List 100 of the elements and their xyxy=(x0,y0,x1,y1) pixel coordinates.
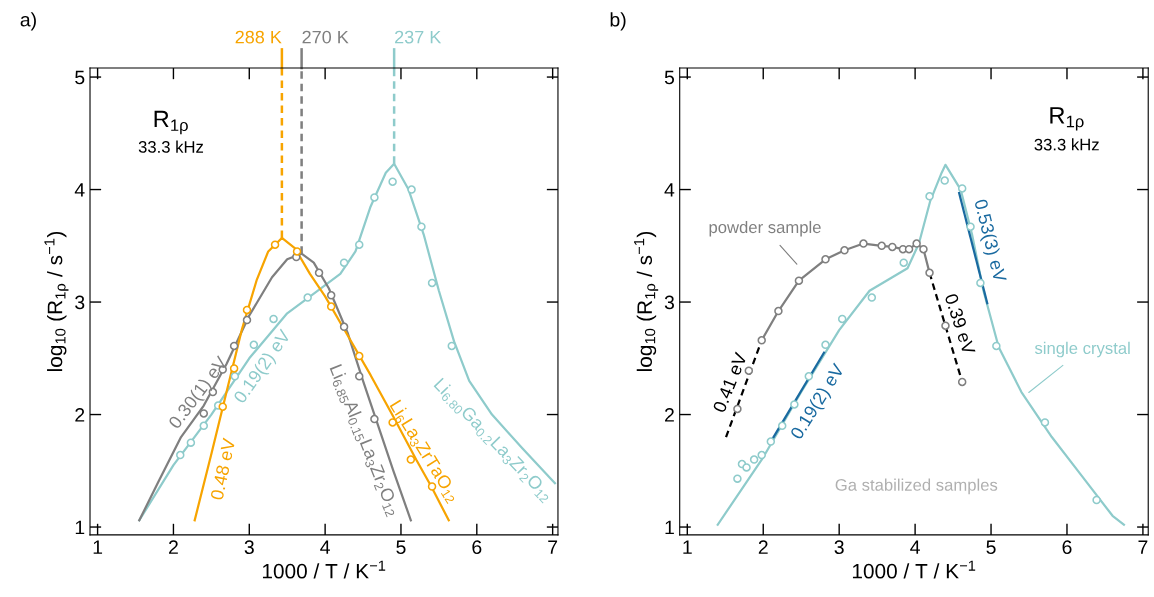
ref-line-label: 270 K xyxy=(302,30,349,44)
point xyxy=(757,336,766,345)
y-tick-label: 1 xyxy=(665,520,674,535)
point xyxy=(744,366,754,375)
x-tick-label: 4 xyxy=(910,540,920,554)
point xyxy=(326,291,336,300)
y-tick-label: 5 xyxy=(75,70,85,85)
annotation: 33.3 kHz xyxy=(1034,138,1099,151)
x-tick-label: 6 xyxy=(1062,540,1072,555)
annotation: R$_{1ρ}$ xyxy=(154,110,188,135)
point xyxy=(355,240,364,249)
point xyxy=(326,302,336,311)
annotation: 33.3 kHz xyxy=(138,140,204,153)
point xyxy=(270,240,280,249)
point xyxy=(821,340,830,350)
annotation: Ga stabilized samples xyxy=(835,478,998,495)
point xyxy=(777,421,787,431)
point xyxy=(912,239,921,248)
y-tick-label: 2 xyxy=(665,408,674,422)
point xyxy=(837,314,847,324)
point xyxy=(804,372,814,381)
point xyxy=(176,450,185,460)
point xyxy=(742,463,751,472)
x-tick-label: 5 xyxy=(986,540,996,555)
x-tick-label: 3 xyxy=(244,540,254,555)
x-tick-label: 2 xyxy=(758,540,768,554)
x-tick-label: 6 xyxy=(472,540,482,555)
point xyxy=(774,306,783,316)
y-tick-label: 2 xyxy=(75,408,85,422)
y-tick-label: 3 xyxy=(75,295,85,310)
annotation: single crystal xyxy=(1034,341,1130,358)
x-tick-label: 1 xyxy=(683,540,692,554)
point xyxy=(976,278,985,288)
point xyxy=(427,278,437,288)
point xyxy=(186,438,196,447)
point xyxy=(314,268,324,278)
x-tick-label: 2 xyxy=(169,540,178,554)
y-axis-title: log$_{10}$ (R$_{1ρ}$ / s$^{−1}$) xyxy=(634,231,659,372)
annotation: 0.41 eV xyxy=(712,351,748,414)
point xyxy=(447,341,457,351)
chart-title: b) xyxy=(610,12,626,31)
point xyxy=(992,341,1001,351)
annotation: R$_{1ρ}$ xyxy=(1050,107,1084,131)
point xyxy=(1092,495,1101,505)
y-tick-label: 4 xyxy=(664,183,675,197)
point xyxy=(355,351,364,361)
point xyxy=(757,450,766,460)
x-tick-label: 7 xyxy=(548,540,558,554)
point xyxy=(242,315,252,325)
point xyxy=(370,414,379,424)
y-axis-title: log$_{10}$ (R$_{1ρ}$ / s$^{−1}$) xyxy=(44,231,69,372)
point xyxy=(355,372,364,381)
point xyxy=(229,341,239,351)
x-axis-title: 1000 / T / K$^{−1}$ xyxy=(262,560,386,579)
point xyxy=(388,418,397,427)
point xyxy=(821,255,830,264)
y-tick-label: 3 xyxy=(664,295,674,310)
point xyxy=(407,185,416,194)
point xyxy=(957,377,967,387)
point xyxy=(292,247,302,256)
point xyxy=(877,241,886,251)
x-tick-label: 7 xyxy=(1138,540,1148,554)
point xyxy=(925,268,934,278)
point xyxy=(339,322,349,332)
point xyxy=(218,402,227,411)
point xyxy=(859,239,868,248)
point xyxy=(406,455,416,464)
point xyxy=(867,293,877,302)
point xyxy=(904,244,914,254)
x-tick-label: 3 xyxy=(834,540,844,555)
point xyxy=(940,176,949,185)
point xyxy=(966,222,975,231)
point xyxy=(888,242,897,252)
point xyxy=(840,246,849,255)
annotation: 0.53(3) eV xyxy=(970,198,1008,284)
y-tick-label: 1 xyxy=(75,520,85,535)
ref-line-label: 237 K xyxy=(395,30,442,44)
annotation: 0.48 eV xyxy=(210,437,236,501)
point xyxy=(919,244,928,254)
point xyxy=(899,258,908,267)
x-tick-label: 5 xyxy=(396,540,406,555)
ref-line-label: 288 K xyxy=(235,30,282,44)
point xyxy=(749,455,759,464)
annotation: 0.39 eV xyxy=(944,292,976,356)
point xyxy=(417,222,426,231)
point xyxy=(370,193,379,202)
point xyxy=(388,177,397,186)
x-axis-title: 1000 / T / K$^{−1}$ xyxy=(852,560,976,579)
point xyxy=(249,340,259,350)
annotation: powder sample xyxy=(709,220,821,237)
point xyxy=(269,314,278,324)
point xyxy=(1040,418,1050,427)
point xyxy=(733,474,742,483)
point xyxy=(794,276,804,285)
y-tick-label: 4 xyxy=(74,183,85,197)
chart-title: a) xyxy=(20,12,36,31)
y-tick-label: 5 xyxy=(664,70,675,85)
x-tick-label: 1 xyxy=(93,540,103,554)
point xyxy=(925,192,934,201)
point xyxy=(957,184,967,193)
